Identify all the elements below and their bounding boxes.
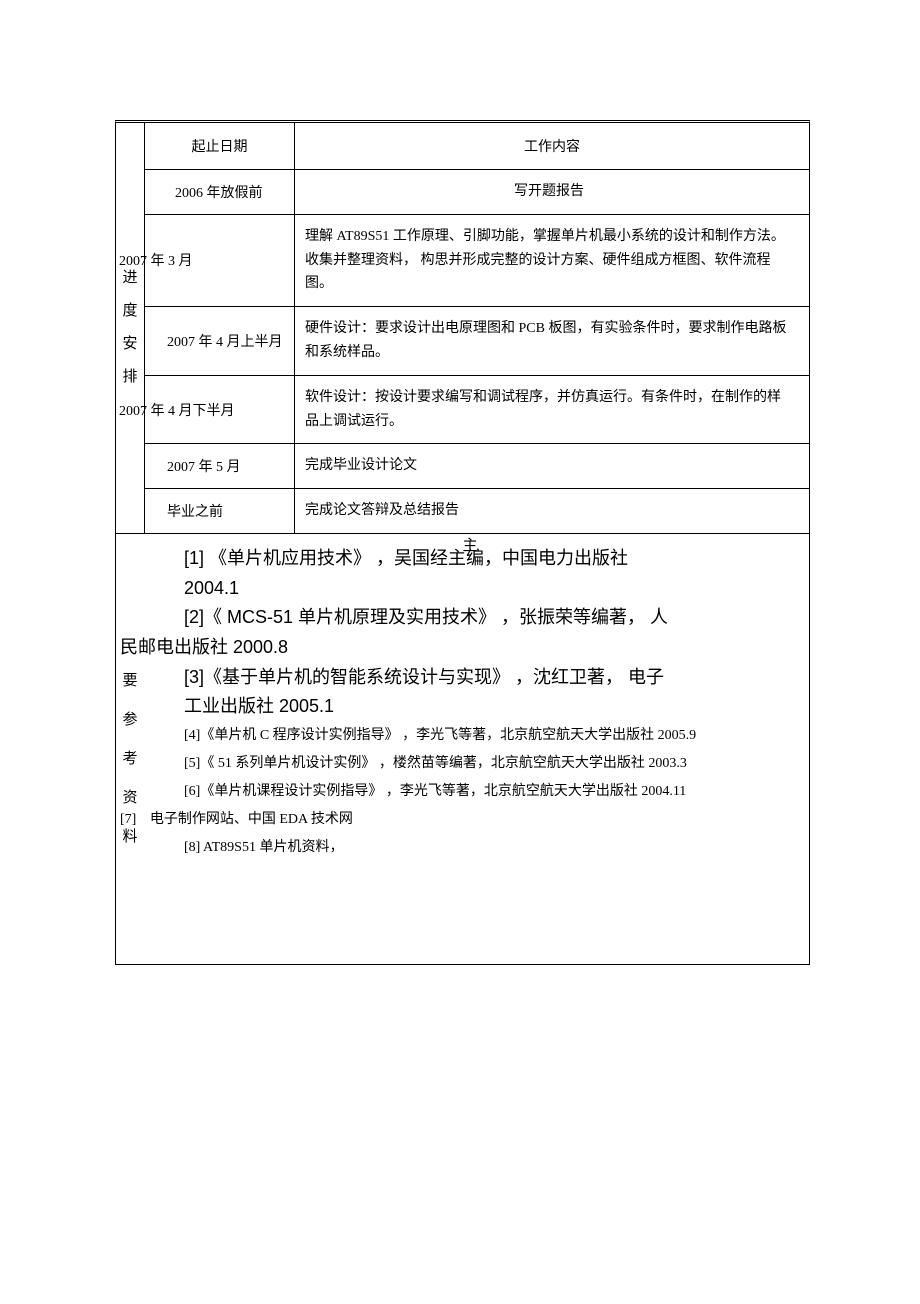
content-cell: 完成毕业设计论文 xyxy=(295,444,810,489)
reference-item: [4]《单片机 C 程序设计实例指导》 ，李光飞等著，北京航空航天大学出版社 2… xyxy=(184,722,795,750)
label-char: 安 xyxy=(122,328,137,361)
label-char: 参 xyxy=(122,708,137,729)
label-char: 要 xyxy=(122,669,137,690)
table-row: 2007 年 4 月上半月 硬件设计：要求设计出电原理图和 PCB 板图，有实验… xyxy=(145,307,810,376)
schedule-table: 起止日期 工作内容 2006 年放假前 写开题报告 2007 年 3 月 理解 … xyxy=(144,123,809,533)
table-row: 毕业之前 完成论文答辩及总结报告 xyxy=(145,489,810,533)
references-section: 主 要 参 考 资 料 [1] 《单片机应用技术》 ，吴国经主编，中国电力出版社… xyxy=(116,534,809,964)
date-cell: 2007 年 4 月下半月 xyxy=(145,375,295,444)
reference-item-cont: 工业出版社 2005.1 xyxy=(184,692,795,722)
schedule-section: 进 度 安 排 起止日期 工作内容 2006 年放假前 写开题报告 2007 年… xyxy=(116,123,809,534)
reference-item-cont: 2004.1 xyxy=(184,574,795,604)
reference-item: [3]《基于单片机的智能系统设计与实现》 ，沈红卫著， 电子 xyxy=(184,663,795,693)
schedule-label: 进 度 安 排 xyxy=(116,123,144,533)
date-cell: 2007 年 5 月 xyxy=(145,444,295,489)
table-row: 2007 年 5 月 完成毕业设计论文 xyxy=(145,444,810,489)
label-char: 排 xyxy=(122,361,137,394)
label-char: 资 xyxy=(122,786,137,807)
reference-item: [1] 《单片机应用技术》 ，吴国经主编，中国电力出版社 xyxy=(184,544,795,574)
label-char: 考 xyxy=(122,747,137,768)
label-char: 度 xyxy=(122,295,137,328)
table-row: 2006 年放假前 写开题报告 xyxy=(145,170,810,215)
table-row: 2007 年 3 月 理解 AT89S51 工作原理、引脚功能，掌握单片机最小系… xyxy=(145,214,810,306)
content-cell: 理解 AT89S51 工作原理、引脚功能，掌握单片机最小系统的设计和制作方法。 … xyxy=(295,214,810,306)
label-char: 主 xyxy=(463,534,478,555)
table-header-row: 起止日期 工作内容 xyxy=(145,123,810,170)
content-cell: 软件设计：按设计要求编写和调试程序，并仿真运行。有条件时，在制作的样品上调试运行… xyxy=(295,375,810,444)
date-cell: 2006 年放假前 xyxy=(145,170,295,215)
references-content: [1] 《单片机应用技术》 ，吴国经主编，中国电力出版社 2004.1 [2]《… xyxy=(144,534,809,964)
ref-prefix: [7] xyxy=(120,812,136,827)
header-content: 工作内容 xyxy=(295,123,810,170)
reference-item-cont: 民邮电出版社 2000.8 xyxy=(120,633,795,663)
table-row: 2007 年 4 月下半月 软件设计：按设计要求编写和调试程序，并仿真运行。有条… xyxy=(145,375,810,444)
content-cell: 硬件设计：要求设计出电原理图和 PCB 板图，有实验条件时，要求制作电路板和系统… xyxy=(295,307,810,376)
document-frame: 进 度 安 排 起止日期 工作内容 2006 年放假前 写开题报告 2007 年… xyxy=(115,120,810,965)
date-cell: 毕业之前 xyxy=(145,489,295,533)
reference-item: [6]《单片机课程设计实例指导》 ，李光飞等著，北京航空航天大学出版社 2004… xyxy=(184,778,795,806)
reference-item: [2]《 MCS-51 单片机原理及实用技术》 ，张振荣等编著， 人 xyxy=(184,603,795,633)
reference-item: [5]《 51 系列单片机设计实例》 ，楼然苗等编著，北京航空航天大学出版社 2… xyxy=(184,750,795,778)
header-date: 起止日期 xyxy=(145,123,295,170)
content-cell: 完成论文答辩及总结报告 xyxy=(295,489,810,533)
reference-item: [8] AT89S51 单片机资料， xyxy=(184,834,795,862)
content-cell: 写开题报告 xyxy=(295,170,810,215)
reference-item: [7] 电子制作网站、中国 EDA 技术网 xyxy=(120,806,795,834)
date-cell: 2007 年 4 月上半月 xyxy=(145,307,295,376)
date-cell: 2007 年 3 月 xyxy=(145,214,295,306)
ref-text: 电子制作网站、中国 EDA 技术网 xyxy=(150,812,353,827)
references-label: 主 要 参 考 资 料 xyxy=(116,534,144,964)
